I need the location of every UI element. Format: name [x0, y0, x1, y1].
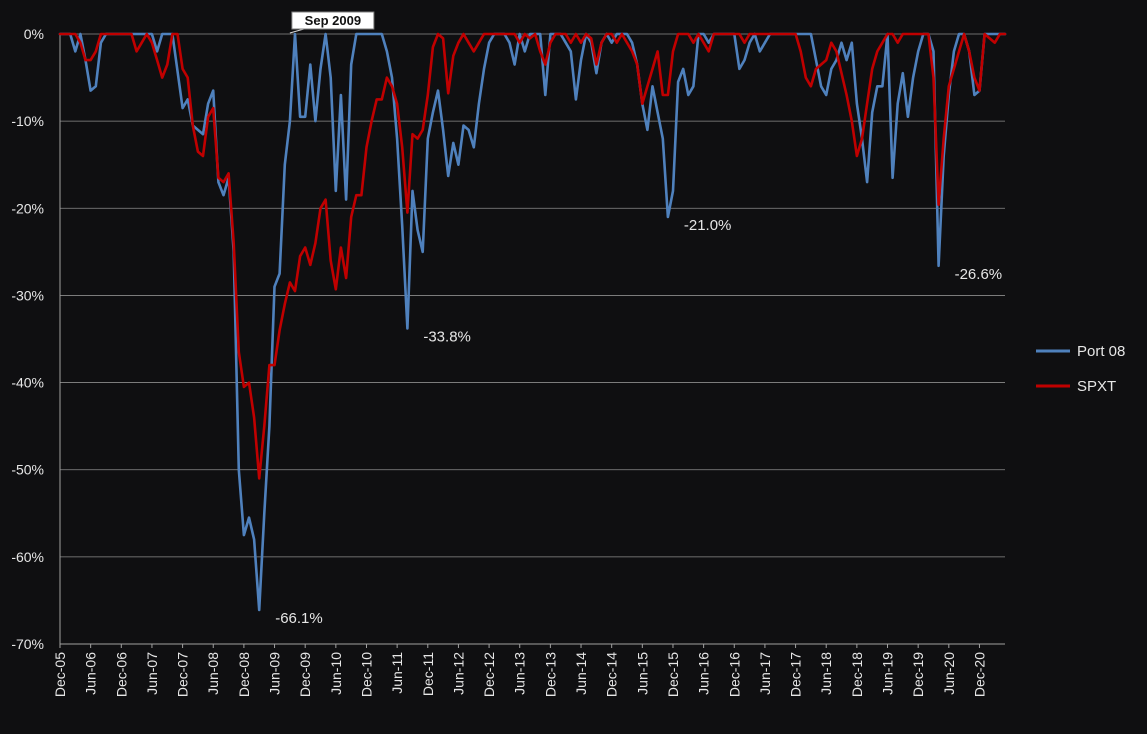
x-tick-label: Jun-14	[573, 652, 589, 695]
y-tick-label: -70%	[11, 636, 44, 652]
series-lines	[58, 32, 1007, 612]
y-tick-label: -10%	[11, 113, 44, 129]
x-tick-label: Jun-17	[757, 652, 773, 695]
data-label: -26.6%	[955, 266, 1003, 283]
x-tick-label: Dec-10	[358, 652, 374, 697]
y-tick-label: -40%	[11, 375, 44, 391]
x-tick-label: Jun-06	[83, 652, 99, 695]
x-tick-label: Dec-16	[726, 652, 742, 697]
x-tick-label: Dec-09	[297, 652, 313, 697]
series-line-port-08	[58, 32, 1007, 612]
data-label: -33.8%	[423, 329, 471, 346]
x-tick-label: Jun-12	[450, 652, 466, 695]
x-tick-label: Dec-17	[788, 652, 804, 697]
x-tick-label: Dec-19	[910, 652, 926, 697]
series-line-spxt	[58, 32, 1007, 480]
x-tick-label: Jun-10	[328, 652, 344, 695]
x-tick-label: Jun-16	[696, 652, 712, 695]
annotations: Sep 2009 -66.1% -33.8% -21.0% -26.6%	[275, 11, 1003, 627]
data-label: -21.0%	[684, 217, 732, 234]
x-tick-label: Jun-11	[389, 652, 405, 694]
y-tick-label: -30%	[11, 287, 44, 303]
legend-entry: SPXT	[1036, 378, 1116, 395]
y-tick-label: 0%	[24, 26, 44, 42]
x-tick-label: Dec-20	[971, 652, 987, 697]
legend-label: SPXT	[1077, 378, 1116, 395]
legend: Port 08 SPXT	[1036, 343, 1125, 395]
x-tick-label: Dec-07	[175, 652, 191, 697]
x-tick-label: Dec-14	[604, 652, 620, 697]
x-tick-label: Jun-19	[880, 652, 896, 695]
x-tick-label: Dec-15	[665, 652, 681, 697]
y-tick-label: -50%	[11, 462, 44, 478]
x-tick-label: Dec-08	[236, 652, 252, 697]
x-tick-label: Jun-13	[512, 652, 528, 695]
legend-label: Port 08	[1077, 343, 1125, 360]
callout-label: Sep 2009	[305, 13, 361, 28]
x-tick-label: Dec-06	[113, 652, 129, 697]
axes: 0% -10% -20% -30% -40% -50% -60% -70% Dec-05 Jun-…	[11, 26, 1005, 697]
x-tick-label: Jun-07	[144, 652, 160, 695]
x-tick-label: Dec-13	[542, 652, 558, 697]
callout-leader	[289, 28, 305, 34]
x-tick-label: Jun-15	[634, 652, 650, 695]
gridlines	[60, 33, 1005, 558]
legend-entry: Port 08	[1036, 343, 1125, 360]
x-tick-label: Dec-18	[849, 652, 865, 697]
x-tick-label: Jun-18	[818, 652, 834, 695]
x-tick-label: Jun-09	[267, 652, 283, 695]
x-tick-label: Dec-05	[52, 652, 68, 697]
x-tick-label: Dec-11	[420, 652, 436, 696]
x-tick-label: Jun-20	[941, 652, 957, 695]
y-tick-label: -60%	[11, 549, 44, 565]
x-tick-label: Dec-12	[481, 652, 497, 697]
callout-box	[291, 11, 375, 30]
data-label: -66.1%	[275, 610, 323, 627]
x-tick-label: Jun-08	[205, 652, 221, 695]
y-tick-label: -20%	[11, 200, 44, 216]
